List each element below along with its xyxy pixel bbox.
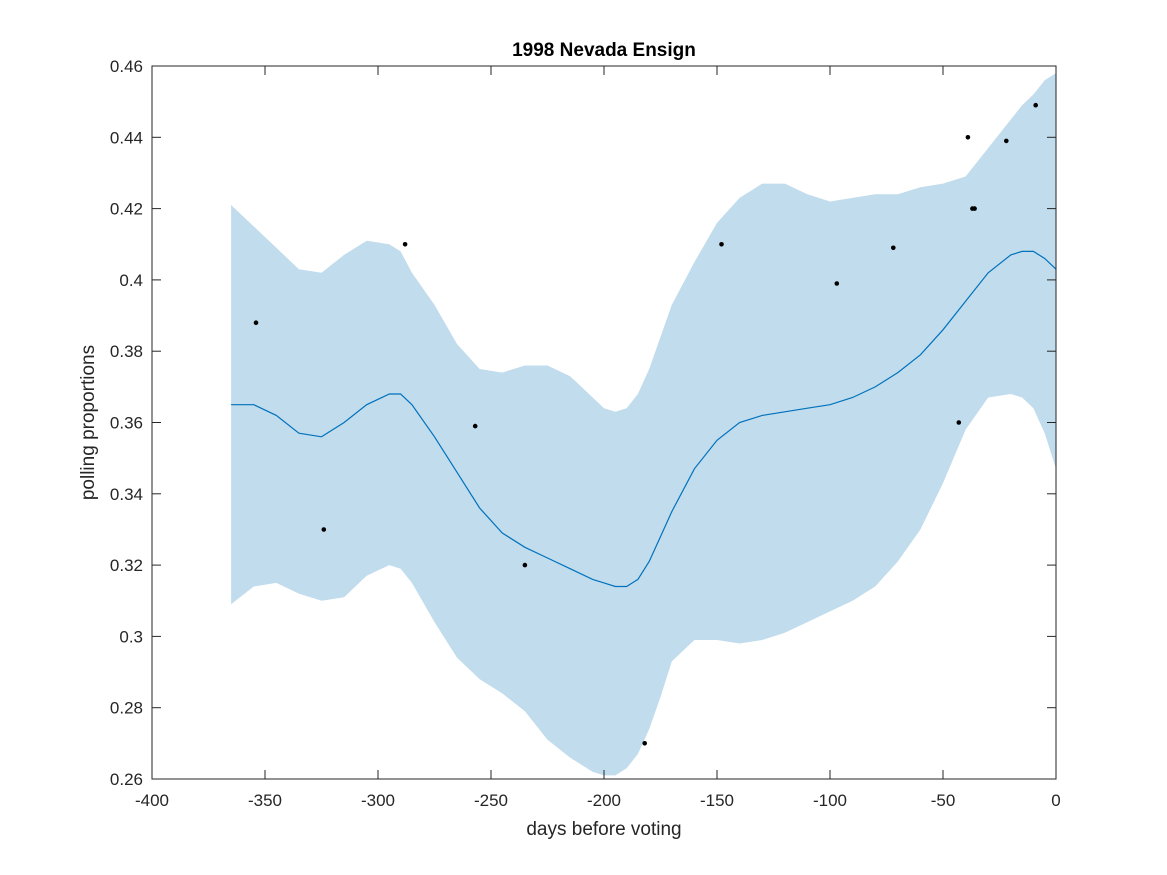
x-tick-label: -400 <box>135 791 169 810</box>
y-axis-ticks: 0.26 0.28 0.3 0.32 0.34 0.36 0.38 0.4 0.42 0.44 0.… <box>110 57 1056 789</box>
y-tick-label: 0.32 <box>110 556 143 575</box>
data-point <box>965 135 971 140</box>
data-point <box>522 562 528 568</box>
y-tick-label: 0.42 <box>110 200 143 219</box>
data-point <box>642 741 647 746</box>
y-tick-label: 0.46 <box>110 57 143 76</box>
y-axis-label: polling proportions <box>78 345 99 500</box>
y-tick-label: 0.4 <box>119 271 143 290</box>
y-tick-label: 0.28 <box>110 699 143 718</box>
chart-title: 1998 Nevada Ensign <box>512 40 696 61</box>
data-point <box>472 423 478 429</box>
y-tick-label: 0.34 <box>110 485 143 504</box>
data-point <box>956 420 962 425</box>
x-axis-ticks: -400 -350 -300 -250 -200 -150 -100 -50 0 <box>135 66 1061 810</box>
data-point <box>972 206 977 211</box>
x-tick-label: -250 <box>474 791 508 810</box>
data-point <box>1004 138 1009 144</box>
data-point <box>253 320 259 326</box>
data-point <box>891 245 896 251</box>
data-point <box>321 527 327 532</box>
y-tick-label: 0.44 <box>110 128 143 147</box>
axes: -400 -350 -300 -250 -200 -150 -100 -50 0 0.260.2… <box>110 57 1061 810</box>
y-tick-label: 0.3 <box>119 627 143 646</box>
x-tick-label: -150 <box>700 791 734 810</box>
data-points <box>253 102 1038 746</box>
x-tick-label: -350 <box>248 791 282 810</box>
data-point <box>402 242 408 247</box>
x-axis-label: days before voting <box>526 819 681 840</box>
plot-area <box>231 73 1057 776</box>
data-point <box>1033 102 1038 108</box>
data-point <box>834 281 840 286</box>
y-tick-label: 0.38 <box>110 342 143 361</box>
x-tick-label: -100 <box>813 791 847 810</box>
data-point <box>719 242 724 247</box>
y-tick-label: 0.26 <box>110 770 143 789</box>
x-tick-label: 0 <box>1051 791 1060 810</box>
mean-line <box>231 250 1057 588</box>
x-tick-label: -200 <box>587 791 621 810</box>
x-tick-label: -50 <box>931 791 956 810</box>
y-tick-label: 0.36 <box>110 414 143 433</box>
x-tick-label: -300 <box>361 791 395 810</box>
confidence-band <box>231 73 1057 776</box>
